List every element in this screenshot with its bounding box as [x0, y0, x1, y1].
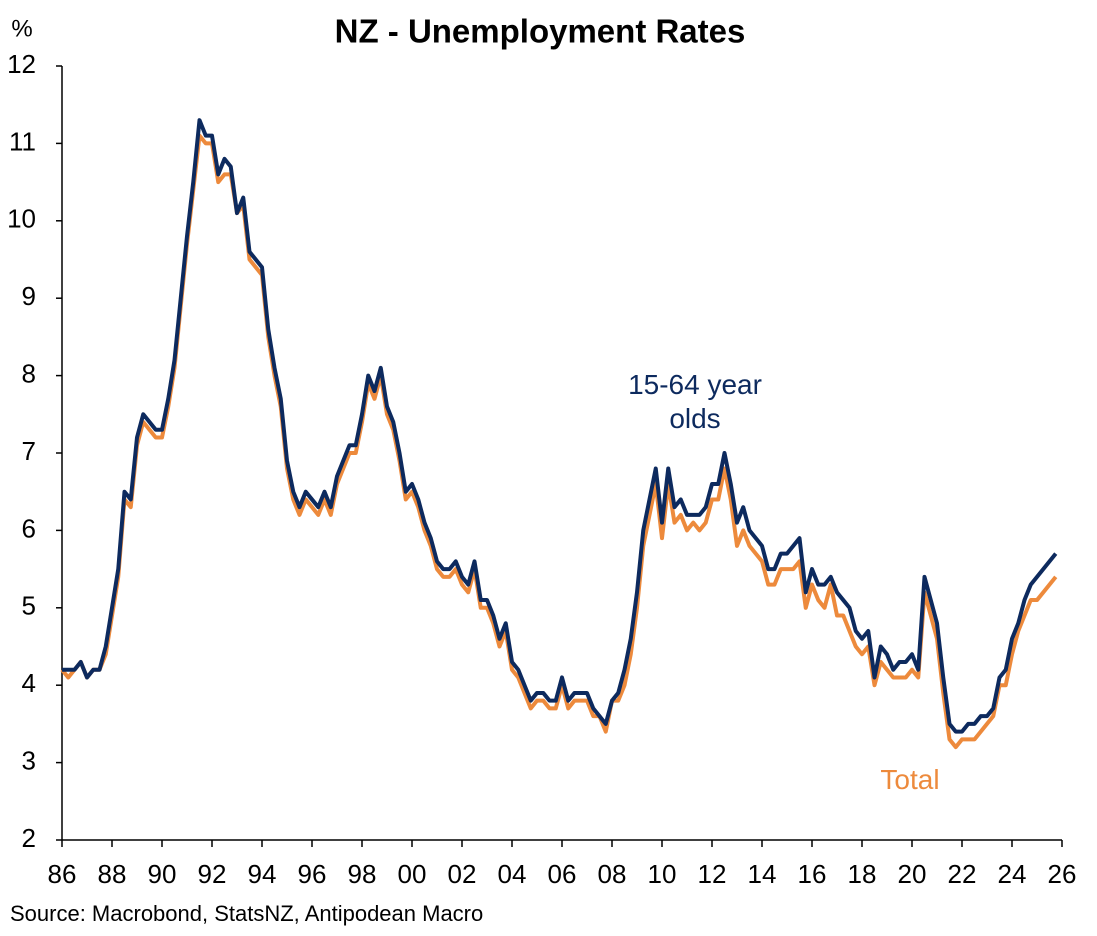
- y-tick-label: 9: [22, 281, 36, 311]
- x-tick-label: 26: [1048, 859, 1077, 889]
- y-tick-label: 10: [7, 204, 36, 234]
- y-tick-label: 11: [9, 126, 36, 156]
- x-tick-label: 06: [548, 859, 577, 889]
- y-tick-label: 4: [22, 668, 36, 698]
- x-tick-label: 98: [348, 859, 377, 889]
- x-tick-label: 20: [898, 859, 927, 889]
- y-tick-label: 12: [7, 49, 36, 79]
- series-annotation: Total: [880, 764, 940, 795]
- x-tick-label: 04: [498, 859, 527, 889]
- x-tick-label: 90: [148, 859, 177, 889]
- y-unit: %: [11, 15, 32, 42]
- series-line: [62, 118, 1058, 734]
- x-tick-label: 14: [748, 859, 777, 889]
- x-tick-label: 92: [198, 859, 227, 889]
- x-tick-label: 94: [248, 859, 277, 889]
- y-tick-label: 5: [22, 591, 36, 621]
- series-line: [60, 133, 1058, 750]
- y-tick-label: 6: [22, 513, 36, 543]
- chart-title: NZ - Unemployment Rates: [335, 13, 746, 50]
- x-tick-label: 22: [948, 859, 977, 889]
- x-tick-label: 18: [848, 859, 877, 889]
- series-annotation: 15-64 year olds: [628, 369, 762, 434]
- x-tick-label: 02: [448, 859, 477, 889]
- y-tick-label: 8: [22, 358, 36, 388]
- y-tick-label: 7: [22, 436, 36, 466]
- x-tick-label: 16: [798, 859, 827, 889]
- x-tick-label: 10: [648, 859, 677, 889]
- x-tick-label: 96: [298, 859, 327, 889]
- source: Source: Macrobond, StatsNZ, Antipodean M…: [10, 901, 483, 926]
- y-tick-label: 2: [22, 823, 36, 853]
- x-tick-label: 00: [398, 859, 427, 889]
- x-tick-label: 12: [698, 859, 727, 889]
- x-tick-label: 88: [98, 859, 127, 889]
- y-tick-label: 3: [22, 745, 36, 775]
- x-tick-label: 86: [48, 859, 77, 889]
- x-tick-label: 24: [998, 859, 1027, 889]
- x-tick-label: 08: [598, 859, 627, 889]
